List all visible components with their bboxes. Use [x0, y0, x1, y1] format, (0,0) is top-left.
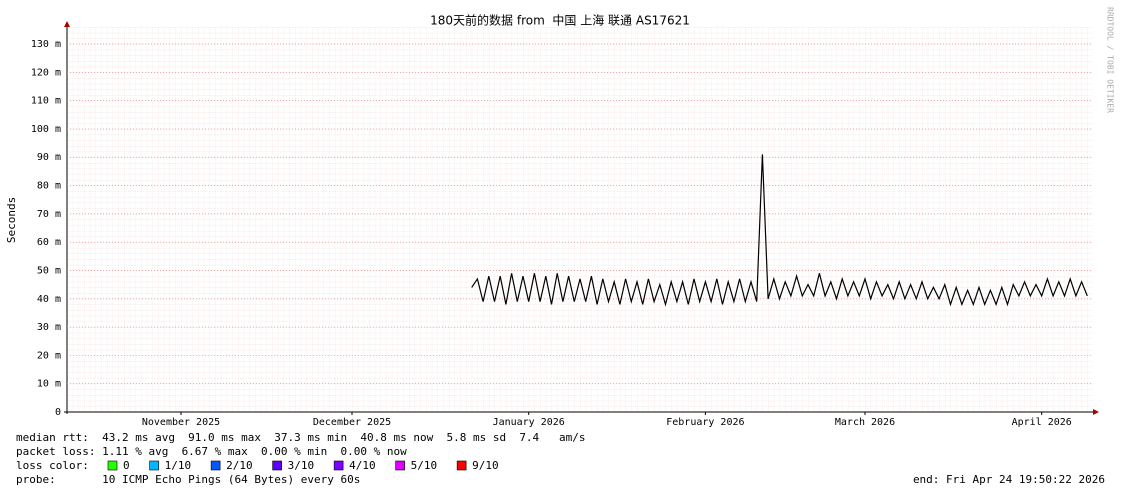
y-tick-label: 10 m — [37, 379, 61, 390]
y-tick-label: 30 m — [37, 322, 61, 333]
axis-arrow — [64, 21, 70, 27]
loss-title: loss color: — [16, 459, 89, 472]
loss-swatch — [395, 460, 405, 471]
y-tick-label: 80 m — [37, 181, 61, 192]
loss-swatch — [210, 460, 221, 471]
loss-swatch — [272, 460, 282, 471]
median-line — [471, 154, 1088, 307]
x-tick-label: January 2026 — [493, 417, 565, 428]
y-tick-label: 0 — [55, 407, 61, 418]
y-tick-label: 20 m — [37, 350, 61, 361]
loss-label: 4/10 — [349, 459, 376, 472]
loss-label: 2/10 — [226, 459, 253, 472]
y-tick-label: 40 m — [37, 294, 61, 305]
chart-title: 180天前的数据 from 中国 上海 联通 AS17621 — [430, 13, 690, 28]
y-tick-label: 100 m — [31, 124, 61, 135]
y-tick-label: 60 m — [37, 237, 61, 248]
probe: probe: 10 ICMP Echo Pings (64 Bytes) eve… — [16, 473, 360, 486]
y-tick-label: 50 m — [37, 265, 61, 276]
minor-grid — [67, 27, 1093, 412]
y-tick-label: 110 m — [31, 96, 61, 107]
x-tick-label: December 2025 — [313, 417, 391, 428]
end-time: end: Fri Apr 24 19:50:22 2026 — [913, 473, 1105, 486]
y-axis-label: Seconds — [5, 197, 18, 243]
loss-label: 9/10 — [472, 459, 499, 472]
y-tick-label: 120 m — [31, 67, 61, 78]
axis-arrow — [1093, 409, 1099, 415]
stats-line: median rtt: 43.2 ms avg 91.0 ms max 37.3… — [16, 431, 586, 444]
loss-swatch — [333, 460, 344, 471]
y-tick-label: 130 m — [31, 39, 61, 50]
stats-line: packet loss: 1.11 % avg 6.67 % max 0.00 … — [16, 445, 407, 458]
loss-swatch — [107, 460, 118, 471]
loss-label: 0 — [123, 459, 130, 472]
y-tick-label: 70 m — [37, 209, 61, 220]
loss-label: 5/10 — [411, 459, 438, 472]
x-tick-label: March 2026 — [835, 417, 895, 428]
x-tick-label: February 2026 — [666, 417, 744, 428]
x-tick-label: November 2025 — [142, 417, 220, 428]
y-tick-label: 90 m — [37, 152, 61, 163]
x-tick-label: April 2026 — [1012, 417, 1072, 428]
loss-swatch — [149, 460, 159, 471]
loss-swatch — [456, 460, 467, 471]
loss-label: 3/10 — [288, 459, 315, 472]
loss-label: 1/10 — [165, 459, 192, 472]
watermark: RRDTOOL / TOBI OETIKER — [1106, 7, 1115, 113]
